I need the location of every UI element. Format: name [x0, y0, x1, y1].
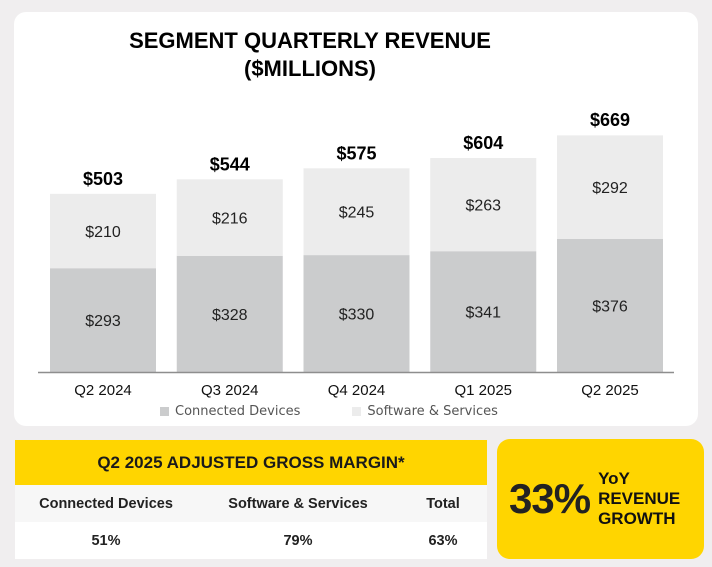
chart-title-line-1: SEGMENT QUARTERLY REVENUE	[129, 28, 491, 53]
yoy-growth-label: YoY REVENUE GROWTH	[598, 469, 680, 529]
header-total: Total	[426, 495, 460, 512]
stacked-bar-chart: $293 $210 $503 Q2 2024 $328 $216 $544 Q3 2024 $3…	[38, 110, 674, 399]
bar-total-label: $575	[336, 143, 376, 163]
gross-margin-value-row: 51% 79% 63%	[15, 522, 487, 559]
value-connected-devices: 51%	[91, 532, 121, 549]
bar-value-label: $341	[465, 305, 501, 322]
bar-software-services	[430, 158, 537, 252]
bar-connected-devices	[430, 251, 537, 372]
x-tick-label: Q2 2025	[581, 382, 639, 399]
legend-item-software-services: Software & Services	[352, 404, 498, 419]
bar-value-label: $330	[339, 307, 375, 324]
gross-margin-header-row: Connected Devices Software & Services To…	[15, 485, 487, 522]
legend-label: Connected Devices	[175, 404, 301, 419]
bar-value-label: $210	[85, 224, 121, 241]
header-software-services: Software & Services	[228, 495, 368, 512]
legend-swatch-connected-devices	[160, 407, 169, 416]
gross-margin-table: Q2 2025 ADJUSTED GROSS MARGIN* Connected…	[15, 440, 487, 559]
bar-total-label: $544	[210, 154, 250, 174]
chart-title-line-2: ($MILLIONS)	[244, 56, 376, 81]
legend-swatch-software-services	[352, 407, 362, 416]
gross-margin-title: Q2 2025 ADJUSTED GROSS MARGIN*	[15, 440, 487, 485]
bar-total-label: $604	[463, 133, 503, 153]
legend-label: Software & Services	[367, 404, 498, 419]
x-tick-label: Q3 2024	[201, 382, 259, 399]
bar-total-label: $669	[590, 110, 630, 130]
value-software-services: 79%	[283, 532, 313, 549]
bar-value-label: $292	[592, 180, 628, 197]
header-connected-devices: Connected Devices	[39, 495, 173, 512]
legend-item-connected-devices: Connected Devices	[160, 404, 300, 419]
bar-software-services	[557, 135, 663, 239]
chart-title: SEGMENT QUARTERLY REVENUE ($MILLIONS)	[0, 27, 620, 83]
yoy-label-line-1: YoY	[598, 469, 630, 488]
bar-software-services	[176, 179, 283, 256]
chart-legend: Connected Devices Software & Services	[160, 404, 498, 419]
bar-value-label: $293	[85, 313, 121, 330]
yoy-growth-callout: 33% YoY REVENUE GROWTH	[497, 439, 704, 559]
x-tick-label: Q1 2025	[454, 382, 512, 399]
bar-value-label: $376	[592, 298, 628, 315]
x-tick-label: Q2 2024	[74, 382, 132, 399]
yoy-label-line-3: GROWTH	[598, 509, 676, 528]
bar-software-services	[50, 193, 156, 269]
bar-value-label: $263	[465, 198, 501, 215]
value-total: 63%	[428, 532, 458, 549]
bar-connected-devices	[50, 268, 156, 372]
bar-connected-devices	[557, 238, 663, 372]
bar-value-label: $328	[212, 307, 248, 324]
yoy-label-line-2: REVENUE	[598, 489, 681, 508]
bar-value-label: $216	[212, 211, 248, 228]
bar-value-label: $245	[339, 205, 375, 222]
yoy-growth-value: 33%	[509, 475, 591, 522]
x-tick-label: Q4 2024	[328, 382, 386, 399]
bar-total-label: $503	[83, 169, 123, 189]
bar-connected-devices	[176, 255, 283, 372]
bar-software-services	[303, 168, 410, 256]
bar-connected-devices	[303, 255, 410, 372]
